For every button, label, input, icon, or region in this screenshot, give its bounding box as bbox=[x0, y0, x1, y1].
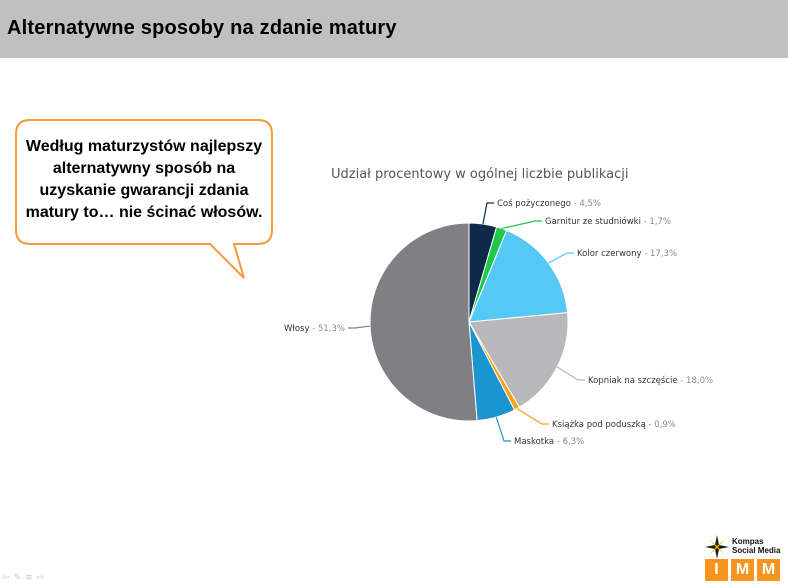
slice-label-name: Włosy bbox=[284, 324, 312, 334]
compass-star-icon bbox=[705, 535, 729, 559]
leader-line bbox=[495, 416, 511, 442]
slice-label-value: - 0,9% bbox=[649, 420, 676, 430]
pie-slice bbox=[468, 229, 569, 323]
pie-slice bbox=[468, 312, 569, 408]
chart-title: Udział procentowy w ogólnej liczbie publ… bbox=[331, 167, 629, 182]
slice-label: Kopniak na szczęście - 18,0% bbox=[588, 375, 713, 386]
pen-icon[interactable]: ✎ bbox=[13, 573, 26, 583]
pie-slice bbox=[369, 222, 478, 422]
slice-label-value: - 18,0% bbox=[680, 376, 713, 386]
leader-line bbox=[516, 408, 549, 425]
slice-label: Książka pod poduszką - 0,9% bbox=[552, 420, 676, 430]
slice-label-name: Kopniak na szczęście bbox=[588, 375, 680, 386]
logo-text: Kompas Social Media bbox=[732, 537, 780, 555]
slice-label: Włosy - 51,3% bbox=[284, 324, 345, 334]
prev-arrow-icon[interactable]: ⇦ bbox=[2, 573, 14, 583]
slice-label: Garnitur ze studniówki - 1,7% bbox=[545, 216, 671, 227]
logo-letters: I M M bbox=[705, 559, 780, 581]
slice-label: Coś pożyczonego - 4,5% bbox=[497, 198, 601, 209]
callout-line: uzyskanie gwarancji zdania bbox=[39, 182, 249, 199]
callout-line: Według maturzystów najlepszy bbox=[25, 138, 263, 155]
slide-nav[interactable]: ⇦✎≡⇨ bbox=[2, 573, 48, 583]
callout-line: alternatywny sposób na bbox=[52, 160, 236, 177]
logo: Kompas Social Media I M M bbox=[703, 535, 783, 583]
slice-label-value: - 51,3% bbox=[312, 324, 345, 334]
slice-label-name: Kolor czerwony bbox=[577, 249, 644, 259]
page-title: Alternatywne sposoby na zdanie matury bbox=[7, 17, 397, 39]
callout-text: Według maturzystów najlepszy alternatywn… bbox=[24, 136, 264, 224]
slice-label: Maskotka - 6,3% bbox=[514, 437, 584, 447]
leader-line bbox=[482, 202, 494, 225]
logo-letter: I bbox=[705, 559, 728, 581]
leader-line bbox=[501, 220, 542, 230]
header-bar: Alternatywne sposoby na zdanie matury bbox=[0, 0, 788, 58]
logo-line-1: Kompas bbox=[732, 537, 764, 546]
menu-icon[interactable]: ≡ bbox=[25, 573, 37, 583]
leader-line bbox=[556, 366, 585, 381]
slice-label-value: - 4,5% bbox=[574, 199, 601, 209]
slice-label: Kolor czerwony - 17,3% bbox=[577, 249, 677, 259]
next-arrow-icon[interactable]: ⇨ bbox=[36, 573, 49, 583]
slice-label-value: - 1,7% bbox=[644, 217, 671, 227]
slice-label-name: Coś pożyczonego bbox=[497, 198, 574, 209]
callout-line: matury to… nie ścinać włosów. bbox=[25, 204, 263, 221]
logo-letter: M bbox=[731, 559, 754, 581]
slice-label-name: Maskotka bbox=[514, 437, 557, 447]
leader-line bbox=[548, 252, 574, 264]
logo-line-2: Social Media bbox=[732, 546, 781, 555]
slice-label-value: - 6,3% bbox=[557, 437, 584, 447]
slice-label-value: - 17,3% bbox=[644, 249, 677, 259]
slice-label-name: Książka pod poduszką bbox=[552, 420, 649, 430]
logo-letter: M bbox=[757, 559, 780, 581]
slice-label-name: Garnitur ze studniówki bbox=[545, 216, 644, 227]
speech-bubble-outline bbox=[15, 119, 273, 279]
leader-line bbox=[348, 325, 371, 329]
